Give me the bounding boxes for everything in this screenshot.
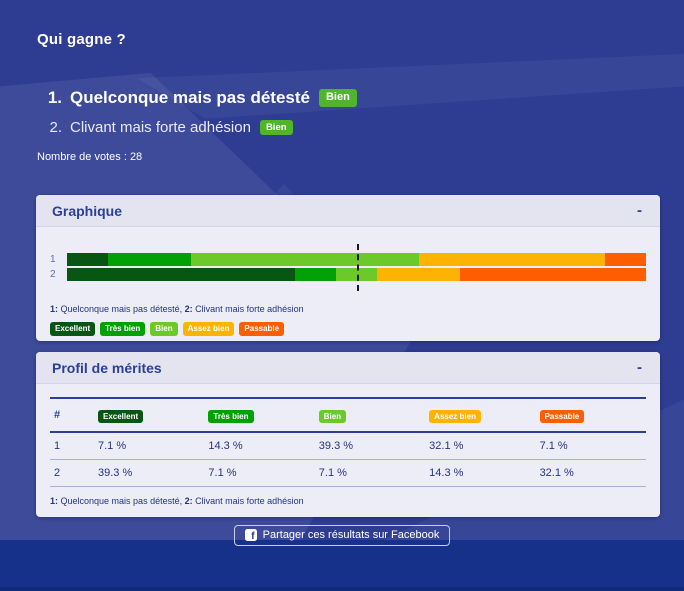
facebook-share-button[interactable]: f Partager ces résultats sur Facebook <box>233 525 451 546</box>
facebook-icon: f <box>244 529 257 541</box>
caption-segment: Clivant mais forte adhésion <box>192 496 304 506</box>
percentage-cell: 7.1 % <box>208 467 237 479</box>
percentage-cell: 14.3 % <box>208 440 243 452</box>
bar-segment <box>604 253 647 266</box>
stacked-bar <box>67 253 647 266</box>
chart-row: 1 <box>50 253 647 266</box>
bar-segment <box>377 268 460 281</box>
share-row: f Partager ces résultats sur Facebook <box>0 525 684 546</box>
merit-panel-body: # Excellent Très bien Bien Assez bien Passab… <box>36 397 660 506</box>
ranking-item: 1. Quelconque mais pas détesté Bien <box>37 88 357 108</box>
merit-table: # Excellent Très bien Bien Assez bien Passab… <box>50 397 646 487</box>
percentage-cell: 7.1 % <box>318 467 347 479</box>
votes-label: Nombre de votes : <box>37 151 127 163</box>
mention-badge: Bien <box>318 410 347 423</box>
ranking-list: 1. Quelconque mais pas détesté Bien 2. Cliva… <box>37 88 357 147</box>
percentage-cell: 32.1 % <box>539 467 574 479</box>
merit-column-header: Assez bien <box>425 398 535 432</box>
ranking-label: Clivant mais forte adhésion <box>70 119 251 136</box>
votes-count: Nombre de votes : 28 <box>37 151 142 163</box>
caption-segment: 2: <box>184 496 193 506</box>
caption-segment: 2: <box>184 304 193 314</box>
row-index-cell: 2 <box>54 467 61 479</box>
bar-segment <box>418 253 605 266</box>
merit-panel-title: Profil de mérites <box>52 359 162 376</box>
mention-badge: Passable <box>539 410 585 423</box>
chart-row-label: 1 <box>50 254 56 265</box>
merit-table-caption: 1: Quelconque mais pas détesté, 2: Cliva… <box>50 496 646 506</box>
legend-mention-badge: Passable <box>239 322 285 336</box>
chart-panel-title: Graphique <box>52 202 123 219</box>
caption-segment: 1: <box>50 496 59 506</box>
page-title: Qui gagne ? <box>37 31 126 48</box>
legend-mention-badge: Très bien <box>100 322 146 336</box>
mention-badge: Assez bien <box>429 410 481 423</box>
bar-segment <box>67 253 109 266</box>
merit-column-header: Bien <box>315 398 425 432</box>
votes-value: 28 <box>129 151 143 163</box>
stacked-bar <box>67 268 647 281</box>
caption-segment: Quelconque mais pas détesté, <box>58 304 185 314</box>
caption-segment: Quelconque mais pas détesté, <box>58 496 185 506</box>
merit-table-header-row: # Excellent Très bien Bien Assez bien Passab… <box>50 398 646 432</box>
legend-mention-badge: Bien <box>150 322 178 336</box>
percentage-cell: 32.1 % <box>429 440 464 452</box>
legend-mention-badge: Assez bien <box>182 322 235 336</box>
mention-badge: Très bien <box>208 410 254 423</box>
bar-segment <box>191 253 419 266</box>
merit-table-body: 1 7.1 % 14.3 % 39.3 % 32.1 % 7.1 % 2 39.3 % 7.1 … <box>50 432 646 487</box>
chart-caption: 1: Quelconque mais pas détesté, 2: Cliva… <box>50 304 646 314</box>
percentage-cell: 14.3 % <box>429 467 464 479</box>
ranking-rank: 1. <box>47 88 62 107</box>
merit-profile-panel: Profil de mérites - # Excellent Très bien… <box>36 352 660 517</box>
percentage-cell: 7.1 % <box>539 440 568 452</box>
ranking-item: 2. Clivant mais forte adhésion Bien <box>37 119 357 136</box>
footer-strip <box>0 587 684 591</box>
merit-table-row: 1 7.1 % 14.3 % 39.3 % 32.1 % 7.1 % <box>50 432 646 460</box>
chart-row-label: 2 <box>50 269 56 280</box>
collapse-icon[interactable]: - <box>637 359 642 376</box>
merit-panel-header: Profil de mérites - <box>36 352 660 384</box>
index-column-header: # <box>54 409 61 421</box>
caption-segment: 1: <box>50 304 59 314</box>
mention-badge: Bien <box>318 88 357 108</box>
legend-mention-badge: Excellent <box>50 322 96 336</box>
bar-segment <box>459 268 647 281</box>
ranking-label: Quelconque mais pas détesté <box>70 88 310 107</box>
caption-segment: Clivant mais forte adhésion <box>192 304 304 314</box>
merit-table-row: 2 39.3 % 7.1 % 7.1 % 14.3 % 32.1 % <box>50 460 646 487</box>
merit-column-header: Passable <box>536 398 646 432</box>
ranking-rank: 2. <box>49 119 62 136</box>
page-footer <box>0 540 684 591</box>
bar-segment <box>67 268 295 281</box>
merit-column-header: Excellent <box>94 398 204 432</box>
bar-segment <box>108 253 192 266</box>
percentage-cell: 7.1 % <box>98 440 127 452</box>
mention-badge: Bien <box>259 119 293 136</box>
collapse-icon[interactable]: - <box>637 202 642 219</box>
chart-panel-header: Graphique - <box>36 195 660 227</box>
percentage-cell: 39.3 % <box>318 440 354 452</box>
median-line <box>356 244 359 291</box>
row-index-cell: 1 <box>54 440 61 452</box>
merit-column-header: Très bien <box>204 398 314 432</box>
mention-badge: Excellent <box>98 410 144 423</box>
chart-legend: Excellent Très bien Bien Assez bien Passable <box>50 322 646 336</box>
bar-segment <box>294 268 336 281</box>
facebook-share-label: Partager ces résultats sur Facebook <box>262 529 440 541</box>
chart-row: 2 <box>50 268 647 281</box>
percentage-cell: 39.3 % <box>98 467 133 479</box>
